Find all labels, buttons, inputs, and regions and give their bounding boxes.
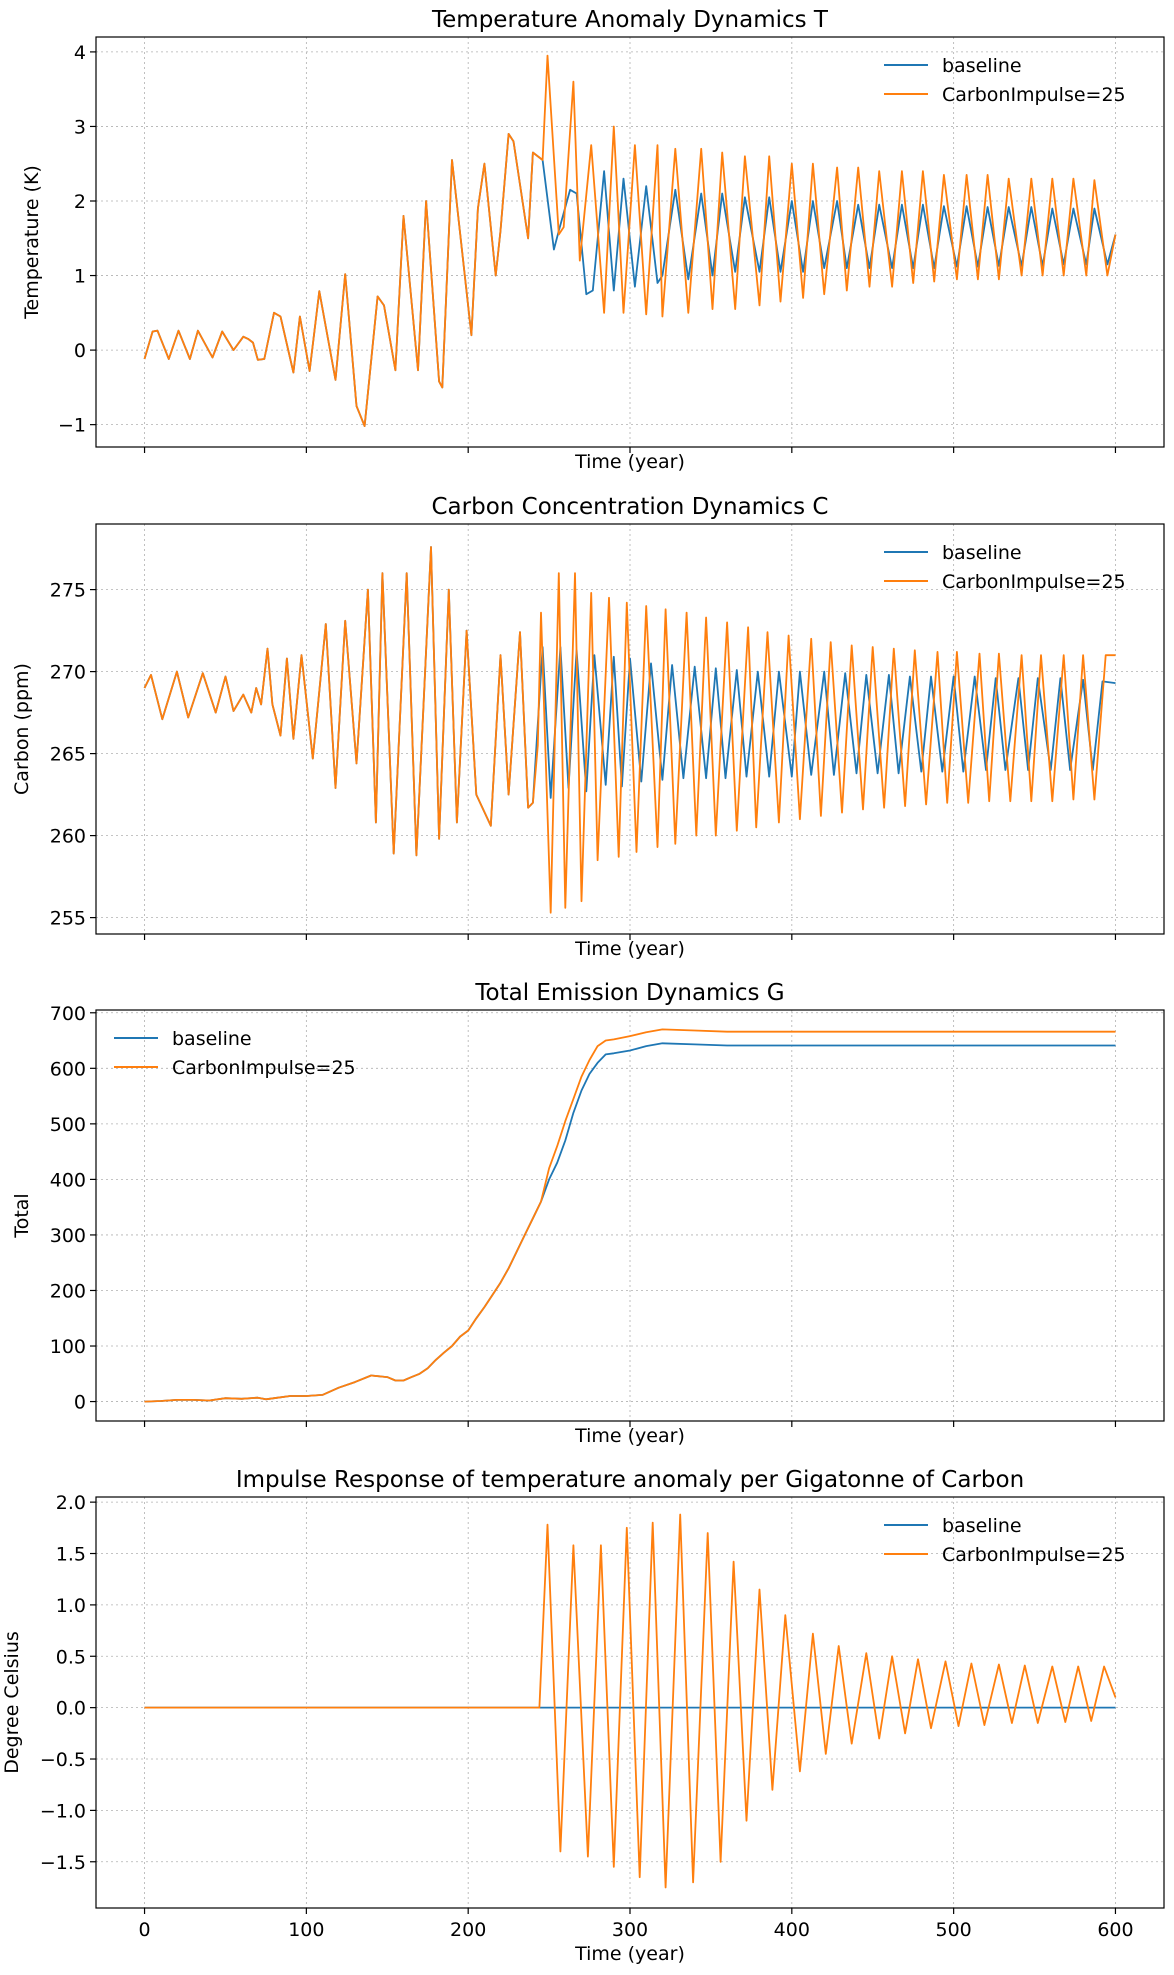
y-tick-label: 255 xyxy=(50,908,86,930)
legend-label: CarbonImpulse=25 xyxy=(942,84,1126,106)
plot-frame xyxy=(95,36,1165,448)
chart-title: Total Emission Dynamics G xyxy=(474,980,784,1006)
y-tick-label: 2 xyxy=(74,191,86,213)
y-tick-label: 1.5 xyxy=(56,1544,86,1566)
y-tick-label: 0.5 xyxy=(56,1646,86,1668)
x-axis-label: Time (year) xyxy=(574,451,685,473)
legend-label: baseline xyxy=(172,1028,252,1050)
chart-title: Impulse Response of temperature anomaly … xyxy=(236,1467,1024,1493)
y-axis-label: Carbon (ppm) xyxy=(11,663,33,795)
x-tick-label: 500 xyxy=(936,1919,972,1941)
chart-title: Carbon Concentration Dynamics C xyxy=(432,494,829,520)
chart-panel-3: 0 100 200 300 400 500 600 700 Total Emission Dyn… xyxy=(11,980,1165,1447)
y-axis-label: Degree Celsius xyxy=(1,1631,23,1774)
y-axis-label: Temperature (K) xyxy=(21,165,43,320)
legend-label: baseline xyxy=(942,1515,1022,1537)
y-tick-label: 400 xyxy=(50,1169,86,1191)
y-tick-label: 500 xyxy=(50,1114,86,1136)
y-tick-label: −1.5 xyxy=(40,1852,86,1874)
y-axis-label: Total xyxy=(11,1193,33,1238)
y-tick-label: 300 xyxy=(50,1225,86,1247)
y-tick-label: 0.0 xyxy=(56,1698,86,1720)
y-tick-label: 1 xyxy=(74,266,86,288)
chart-panel-4: −1.5 −1.0 −0.5 0.0 0.5 1.0 1.5 2.0 0 100 200 300 400… xyxy=(1,1467,1165,1965)
x-tick-label: 300 xyxy=(612,1919,648,1941)
y-tick-label: −0.5 xyxy=(40,1749,86,1771)
y-tick-label: 100 xyxy=(50,1336,86,1358)
legend-label: CarbonImpulse=25 xyxy=(942,1544,1126,1566)
series-line-carbon-impulse xyxy=(144,1513,1117,1889)
y-tick-label: 4 xyxy=(74,42,86,64)
series-line-baseline xyxy=(144,1042,1116,1403)
legend-label: CarbonImpulse=25 xyxy=(172,1057,356,1079)
y-tick-label: 2.0 xyxy=(56,1492,86,1514)
y-tick-label: 600 xyxy=(50,1058,86,1080)
x-tick-label: 200 xyxy=(450,1919,486,1941)
chart-panel-2: 255 260 265 270 275 Carbon Concentration Dyna… xyxy=(11,494,1165,960)
y-tick-label: 0 xyxy=(74,340,86,362)
x-tick-label: 100 xyxy=(288,1919,324,1941)
y-tick-label: 265 xyxy=(50,744,86,766)
chart-title: Temperature Anomaly Dynamics T xyxy=(431,7,829,33)
x-axis-label: Time (year) xyxy=(574,1943,685,1965)
legend-label: CarbonImpulse=25 xyxy=(942,571,1126,593)
x-axis-label: Time (year) xyxy=(574,938,685,960)
legend-label: baseline xyxy=(942,55,1022,77)
legend-label: baseline xyxy=(942,542,1022,564)
y-tick-label: 270 xyxy=(50,662,86,684)
y-tick-label: 200 xyxy=(50,1280,86,1302)
series-line-carbon-impulse xyxy=(144,1028,1116,1403)
series-line-carbon-impulse xyxy=(143,54,1117,427)
x-tick-label: 0 xyxy=(138,1919,150,1941)
series-line-carbon-impulse xyxy=(143,546,1116,914)
y-tick-label: 700 xyxy=(50,1003,86,1025)
x-axis-label: Time (year) xyxy=(574,1425,685,1447)
plot-frame xyxy=(95,523,1165,935)
y-tick-label: 1.0 xyxy=(56,1595,86,1617)
y-tick-label: 260 xyxy=(50,826,86,848)
x-tick-label: 600 xyxy=(1097,1919,1133,1941)
plot-frame xyxy=(95,1496,1165,1909)
plot-frame xyxy=(95,1009,1165,1422)
x-tick-label: 400 xyxy=(774,1919,810,1941)
y-tick-label: −1.0 xyxy=(40,1800,86,1822)
y-tick-label: −1 xyxy=(58,415,86,437)
y-tick-label: 3 xyxy=(74,116,86,138)
y-tick-label: 275 xyxy=(50,580,86,602)
y-tick-label: 0 xyxy=(74,1392,86,1414)
chart-panel-1: −1 0 1 2 3 4 Temperature Anomaly Dynamics T Tim… xyxy=(21,7,1165,473)
